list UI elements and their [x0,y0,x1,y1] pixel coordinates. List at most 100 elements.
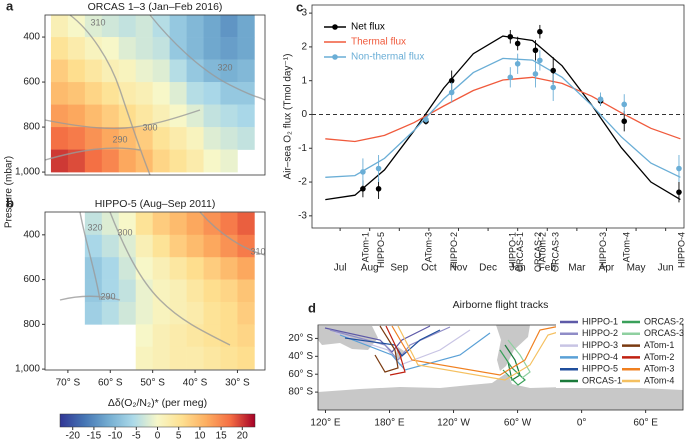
heatmap-cell [169,14,187,38]
x-tick-label: Feb [539,263,557,274]
campaign-label: ATom-1 [360,232,370,262]
heatmap-cell [50,82,69,105]
legend-label: HIPPO-5 [582,364,618,374]
heatmap-cell [220,324,238,348]
heatmap-cell [135,212,153,236]
campaign-label: ATom-2 [537,232,547,262]
heatmap-cell [84,301,103,325]
data-point [621,101,628,108]
heatmap-cell [152,301,170,325]
heatmap-cell [220,346,238,370]
heatmap-cell [118,59,137,83]
x-tick-label: 60° W [504,418,532,429]
x-tick-label: 30° S [225,378,250,389]
heatmap-cell [203,279,221,303]
x-tick-label: Sep [390,263,408,274]
contour-label: 310 [250,246,265,256]
heatmap-cell [135,37,153,60]
heatmap-cell [220,301,238,325]
axes-frame [317,324,684,411]
heatmap-cell [118,234,137,258]
heatmap-cell [186,149,204,173]
heatmap-cell [67,149,86,173]
y-tick-label: 800 [23,122,40,133]
panel-letter: d [308,300,316,315]
heatmap-cell [67,82,86,105]
x-tick-label: 120° E [310,418,340,429]
legend-marker [332,54,338,60]
legend-label: HIPPO-4 [582,352,618,362]
data-point [448,89,455,96]
heatmap-cell [101,82,120,105]
heatmap-cell [186,59,204,83]
data-point [360,169,366,175]
heatmap-cell [169,346,187,370]
heatmap-cell [67,37,86,60]
heatmap-cell [135,14,153,38]
contour-label: 300 [142,122,157,132]
heatmap-cell [186,279,204,303]
heatmap-cell [169,324,187,348]
x-tick-label: May [627,263,646,274]
heatmap-cell [50,37,69,60]
heatmap-cell [152,234,170,258]
heatmap-cell [169,279,187,303]
heatmap-cell [152,104,170,128]
data-point [676,165,682,172]
colorbar-tick-label: -15 [87,431,102,441]
campaign-label: HIPPO-4 [676,232,685,268]
heatmap-cell [152,346,170,370]
heatmap-cell [169,82,187,105]
heatmap-cell [237,324,255,348]
x-tick-label: Aug [361,263,379,274]
heatmap-cell [152,127,170,150]
x-tick-label: Apr [599,263,615,274]
colorbar-tick-label: 20 [237,431,249,441]
heatmap-cell [67,127,86,150]
heatmap-cell [203,104,221,128]
heatmap-cell [169,59,187,83]
colorbar-tick-label: 5 [176,431,182,441]
y-tick-label: 40° S [288,351,313,362]
heatmap-cell [186,324,204,348]
contour-line [149,14,266,101]
colorbar-tick-label: -20 [65,431,80,441]
contour-line [109,211,231,346]
x-tick-label: 0° [577,418,587,429]
heatmap-cell [186,301,204,325]
y-tick-label: 600 [23,77,40,88]
heatmap-cell [169,257,187,280]
x-tick-label: 60° E [633,418,658,429]
heatmap-cell [169,104,187,128]
legend-label: ATom-4 [644,375,674,385]
contour-label: 320 [87,222,102,232]
heatmap-cell [84,59,103,83]
legend-box [556,316,682,388]
heatmap-cell [67,59,86,83]
data-point [375,165,382,172]
heatmap-cell [169,127,187,150]
heatmap-cell [84,127,103,150]
legend-label: Thermal flux [351,37,406,48]
colorbar [59,413,256,428]
flight-track [324,325,431,353]
heatmap-cell [186,257,204,280]
x-tick-label: 50° S [140,378,165,389]
heatmap-cell [152,82,170,105]
heatmap-cell [220,149,238,173]
heatmap-cell [84,14,103,38]
data-point [514,40,521,47]
heatmap-cell [169,234,187,258]
y-tick-label: -1 [298,143,307,154]
colorbar-tick-label: -5 [132,431,141,441]
heatmap-cell [203,37,221,60]
x-tick-label: 60° S [98,378,123,389]
campaign-label: ATom-4 [622,232,632,262]
data-point [621,118,628,125]
heatmap-cell [101,234,120,258]
heatmap-cell [101,301,120,325]
x-tick-label: Mar [568,263,586,274]
y-axis-label: Air–sea O₂ flux (Tmol day⁻¹) [283,54,294,180]
data-point [676,189,682,195]
